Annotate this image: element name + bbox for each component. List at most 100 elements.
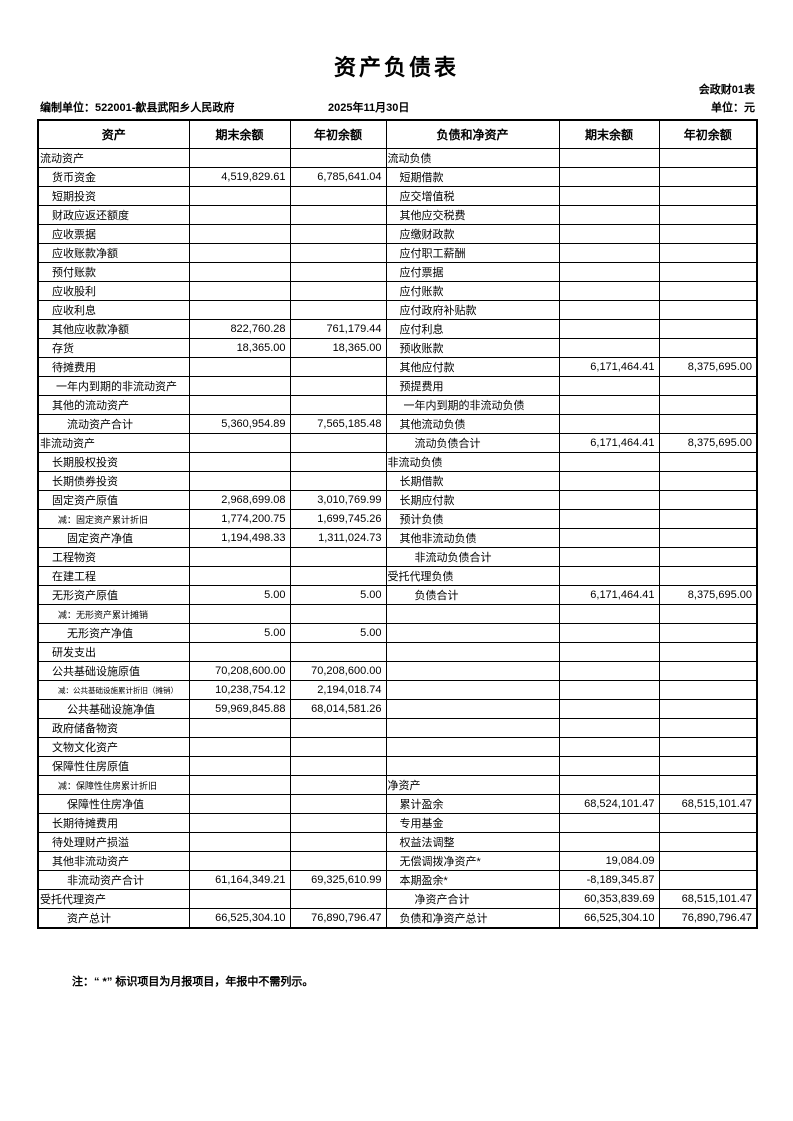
liability-ending-balance-cell: 66,525,304.10	[558, 908, 660, 929]
table-row: 应收利息 应付政府补贴款	[37, 300, 758, 320]
table-row: 其他非流动资产 无偿调拨净资产* 19,084.09	[37, 851, 758, 871]
asset-ending-balance-cell	[188, 395, 291, 415]
col-header-assets: 资产	[37, 119, 190, 149]
asset-ending-balance-cell	[188, 243, 291, 263]
liability-label-cell: 应付职工薪酬	[385, 243, 560, 263]
liability-label-cell: 无偿调拨净资产*	[385, 851, 560, 871]
asset-ending-balance-cell: 2,968,699.08	[188, 490, 291, 510]
asset-ending-balance-cell: 822,760.28	[188, 319, 291, 339]
asset-ending-balance-cell	[188, 224, 291, 244]
liability-label-cell: 短期借款	[385, 167, 560, 187]
asset-beginning-balance-cell	[289, 566, 387, 586]
table-row: 长期债券投资 长期借款	[37, 471, 758, 491]
liability-beginning-balance-cell	[658, 680, 758, 700]
liability-ending-balance-cell	[558, 490, 660, 510]
asset-label-cell: 长期债券投资	[37, 471, 190, 491]
liability-beginning-balance-cell	[658, 167, 758, 187]
asset-beginning-balance-cell	[289, 547, 387, 567]
asset-label-cell: 预付账款	[37, 262, 190, 282]
asset-label-cell: 资产总计	[37, 908, 190, 929]
asset-ending-balance-cell: 1,194,498.33	[188, 528, 291, 548]
liability-beginning-balance-cell	[658, 756, 758, 776]
asset-beginning-balance-cell	[289, 471, 387, 491]
asset-beginning-balance-cell: 76,890,796.47	[289, 908, 387, 929]
asset-beginning-balance-cell	[289, 433, 387, 453]
asset-beginning-balance-cell	[289, 224, 387, 244]
form-code: 会政财01表	[698, 84, 755, 96]
liability-label-cell: 预提费用	[385, 376, 560, 396]
asset-ending-balance-cell	[188, 889, 291, 909]
table-row: 受托代理资产 净资产合计 60,353,839.69 68,515,101.47	[37, 889, 758, 909]
table-row: 减：固定资产累计折旧 1,774,200.75 1,699,745.26 预计负债	[37, 509, 758, 529]
liability-label-cell: 其他流动负债	[385, 414, 560, 434]
liability-label-cell	[385, 680, 560, 700]
asset-ending-balance-cell	[188, 376, 291, 396]
liability-beginning-balance-cell: 68,515,101.47	[658, 794, 758, 814]
asset-beginning-balance-cell	[289, 357, 387, 377]
liability-label-cell: 其他应付款	[385, 357, 560, 377]
liability-ending-balance-cell	[558, 699, 660, 719]
asset-label-cell: 公共基础设施净值	[37, 699, 190, 719]
asset-beginning-balance-cell	[289, 737, 387, 757]
liability-label-cell: 应付票据	[385, 262, 560, 282]
liability-ending-balance-cell	[558, 661, 660, 681]
liability-beginning-balance-cell	[658, 281, 758, 301]
table-row: 资产总计 66,525,304.10 76,890,796.47 负债和净资产总计 66…	[37, 908, 758, 929]
asset-label-cell: 应收票据	[37, 224, 190, 244]
asset-ending-balance-cell	[188, 737, 291, 757]
table-row: 待摊费用 其他应付款 6,171,464.41 8,375,695.00	[37, 357, 758, 377]
asset-beginning-balance-cell: 1,699,745.26	[289, 509, 387, 529]
page-title: 资产负债表	[333, 55, 459, 80]
liability-ending-balance-cell	[558, 452, 660, 472]
liability-beginning-balance-cell	[658, 148, 758, 168]
liability-beginning-balance-cell: 8,375,695.00	[658, 357, 758, 377]
liability-label-cell	[385, 756, 560, 776]
asset-label-cell: 长期股权投资	[37, 452, 190, 472]
table-row: 公共基础设施净值 59,969,845.88 68,014,581.26	[37, 699, 758, 719]
liability-beginning-balance-cell	[658, 395, 758, 415]
asset-ending-balance-cell	[188, 604, 291, 624]
asset-beginning-balance-cell	[289, 376, 387, 396]
asset-label-cell: 固定资产原值	[37, 490, 190, 510]
asset-ending-balance-cell	[188, 452, 291, 472]
report-meta: 编制单位：522001-歙县武阳乡人民政府 2025年11月30日 单位：元	[40, 99, 755, 115]
liability-label-cell: 应付政府补贴款	[385, 300, 560, 320]
table-row: 减：保障性住房累计折旧 净资产	[37, 775, 758, 795]
asset-beginning-balance-cell	[289, 243, 387, 263]
liability-label-cell: 长期借款	[385, 471, 560, 491]
liability-label-cell	[385, 623, 560, 643]
table-header-row: 资产 期末余额 年初余额 负债和净资产 期末余额 年初余额	[37, 119, 758, 149]
table-row: 应收股利 应付账款	[37, 281, 758, 301]
liability-beginning-balance-cell	[658, 775, 758, 795]
asset-ending-balance-cell	[188, 357, 291, 377]
asset-beginning-balance-cell: 5.00	[289, 623, 387, 643]
col-header-liabilities-ending: 期末余额	[558, 119, 660, 149]
liability-label-cell: 专用基金	[385, 813, 560, 833]
table-row: 存货 18,365.00 18,365.00 预收账款	[37, 338, 758, 358]
footnote: 注：“ *” 标识项目为月报项目，年报中不需列示。	[72, 976, 314, 988]
asset-beginning-balance-cell	[289, 186, 387, 206]
liability-beginning-balance-cell	[658, 547, 758, 567]
asset-ending-balance-cell: 18,365.00	[188, 338, 291, 358]
asset-beginning-balance-cell	[289, 262, 387, 282]
asset-ending-balance-cell	[188, 300, 291, 320]
report-date: 2025年11月30日	[328, 102, 410, 114]
liability-beginning-balance-cell	[658, 414, 758, 434]
liability-label-cell: 净资产合计	[385, 889, 560, 909]
liability-label-cell	[385, 604, 560, 624]
liability-beginning-balance-cell	[658, 813, 758, 833]
asset-ending-balance-cell: 5,360,954.89	[188, 414, 291, 434]
table-row: 长期待摊费用 专用基金	[37, 813, 758, 833]
asset-beginning-balance-cell: 69,325,610.99	[289, 870, 387, 890]
liability-beginning-balance-cell	[658, 851, 758, 871]
asset-label-cell: 减：无形资产累计摊销	[37, 604, 190, 624]
asset-ending-balance-cell	[188, 186, 291, 206]
asset-label-cell: 流动资产	[37, 148, 190, 168]
liability-beginning-balance-cell	[658, 528, 758, 548]
col-header-liabilities: 负债和净资产	[385, 119, 560, 149]
table-row: 文物文化资产	[37, 737, 758, 757]
asset-label-cell: 其他非流动资产	[37, 851, 190, 871]
liability-ending-balance-cell: 6,171,464.41	[558, 585, 660, 605]
liability-beginning-balance-cell	[658, 509, 758, 529]
asset-beginning-balance-cell	[289, 148, 387, 168]
